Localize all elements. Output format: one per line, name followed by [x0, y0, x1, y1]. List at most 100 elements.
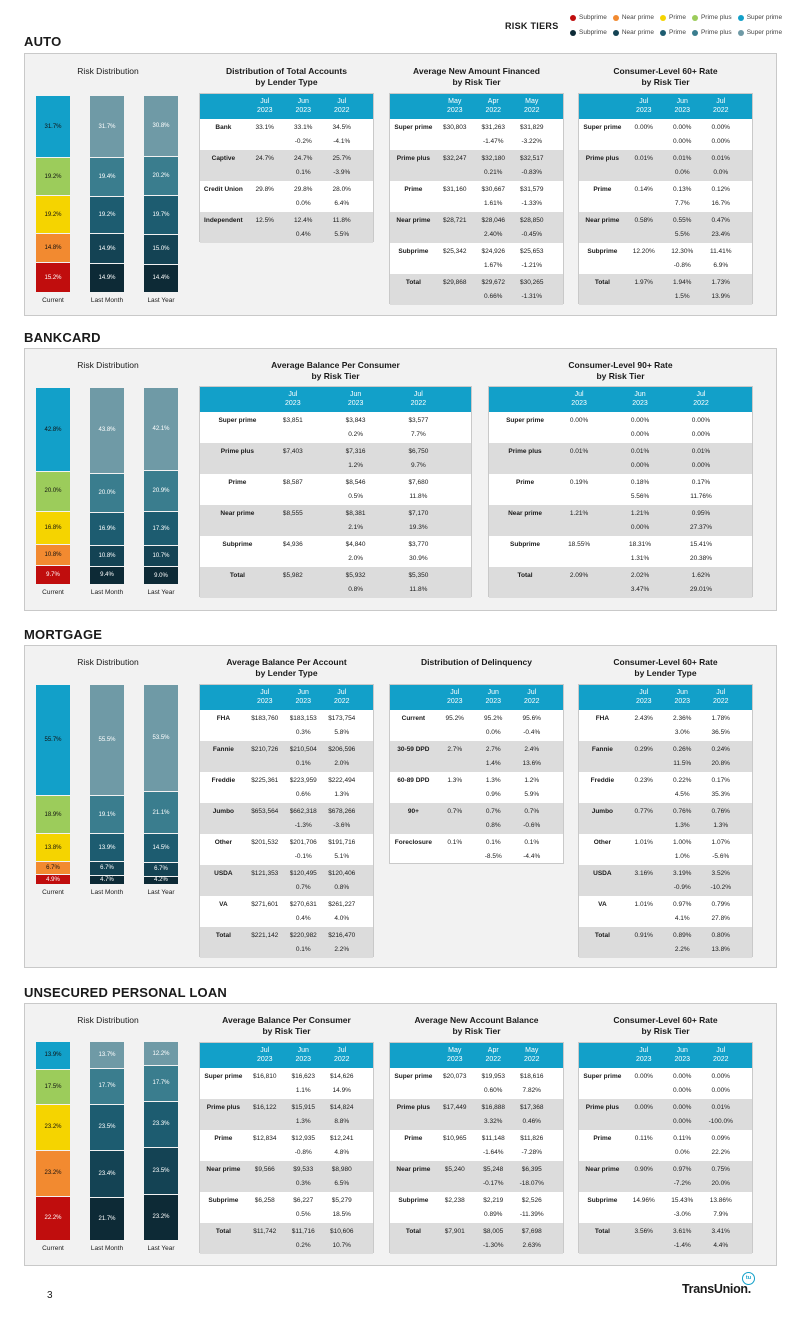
- table-row: Near prime $5,240 $5,248 $6,395 -0.17% -18.07…: [390, 1161, 563, 1192]
- cell-change: 36.5%: [711, 729, 730, 736]
- row-label: USDA: [214, 870, 233, 877]
- cell-change: 1.2%: [348, 462, 364, 469]
- legend-label: Super prime: [746, 14, 783, 21]
- cell-value: 0.00%: [711, 124, 730, 131]
- risk-segment: 31.7%: [90, 96, 124, 158]
- row-label: Super prime: [218, 417, 257, 424]
- data-table: May 2023 Apr 2022 May 2022 Super prime $30,8…: [389, 93, 564, 305]
- cell-value: 0.00%: [634, 1073, 653, 1080]
- cell-change: 1.3%: [674, 822, 690, 829]
- risk-segment: 19.7%: [144, 196, 178, 235]
- risk-segment: 4.9%: [36, 875, 70, 884]
- table-header: Jul 2023 Jun 2023 Jul 2022: [579, 94, 752, 119]
- risk-segment: 16.8%: [36, 511, 70, 544]
- cell-value: $31,160: [443, 186, 467, 193]
- cell-value: 3.19%: [673, 870, 692, 877]
- cell-value: 0.12%: [711, 186, 730, 193]
- legend-title: RISK TIERS: [505, 21, 559, 31]
- cell-change: 0.5%: [348, 493, 364, 500]
- risk-segment: 13.9%: [36, 1042, 70, 1069]
- cell-change: 0.0%: [295, 200, 311, 207]
- risk-segment: 20.9%: [144, 470, 178, 512]
- cell-value: 0.22%: [673, 777, 692, 784]
- cell-value: $5,248: [483, 1166, 504, 1173]
- risk-segment: 10.8%: [90, 545, 124, 566]
- row-label: Total: [517, 572, 533, 579]
- cell-value: 1.73%: [711, 279, 730, 286]
- table-row: Freddie 0.23% 0.22% 0.17% 4.5% 35.3%: [579, 772, 752, 803]
- cell-value: $6,395: [521, 1166, 542, 1173]
- legend-item-prime: Prime: [659, 14, 686, 21]
- cell-change: -0.8%: [673, 262, 691, 269]
- legend-label: Super prime: [746, 29, 783, 36]
- cell-value: 0.26%: [673, 746, 692, 753]
- cell-value: 14.96%: [632, 1197, 655, 1204]
- risk-stack-label: Last Year: [147, 589, 175, 596]
- cell-change: 5.9%: [524, 791, 540, 798]
- data-table: May 2023 Apr 2022 May 2022 Super prime $20,0…: [389, 1042, 564, 1254]
- cell-value: $120,406: [328, 870, 356, 877]
- legend-label: Prime plus: [700, 14, 732, 21]
- cell-value: 15.43%: [671, 1197, 694, 1204]
- risk-stack-label: Last Month: [90, 1245, 124, 1252]
- row-label: USDA: [593, 870, 612, 877]
- risk-stack-last-month: 21.7% 23.4% 23.5% 17.7% 13.7%: [90, 1041, 124, 1240]
- cell-value: 24.7%: [294, 155, 313, 162]
- cell-value: $191,716: [328, 839, 356, 846]
- cell-value: 95.6%: [522, 715, 541, 722]
- cell-value: 0.17%: [711, 777, 730, 784]
- column-header: Apr 2022: [485, 98, 502, 114]
- cell-value: $653,564: [251, 808, 279, 815]
- column-header: Jul 2023: [635, 689, 652, 705]
- cell-change: -4.1%: [333, 138, 351, 145]
- cell-value: 0.00%: [711, 1073, 730, 1080]
- row-label: Fannie: [212, 746, 234, 753]
- column-header: Jul 2022: [333, 98, 350, 114]
- cell-value: 28.0%: [332, 186, 351, 193]
- cell-value: 12.30%: [671, 248, 694, 255]
- table-title: Average Balance Per Consumer by Risk Tie…: [271, 360, 400, 381]
- cell-change: 9.7%: [410, 462, 426, 469]
- cell-value: $7,698: [521, 1228, 542, 1235]
- cell-change: 35.3%: [711, 791, 730, 798]
- cell-value: 1.2%: [524, 777, 540, 784]
- cell-change: 3.0%: [674, 729, 690, 736]
- cell-value: $16,888: [481, 1104, 506, 1111]
- table-row: Subprime 14.96% 15.43% 13.86% -3.0% 7.9%: [579, 1192, 752, 1223]
- legend-item-prime-plus: Prime plus: [691, 14, 732, 21]
- cell-value: $6,258: [254, 1197, 275, 1204]
- table-row: Prime plus $7,403 $7,316 $6,750 1.2% 9.7%: [200, 443, 471, 474]
- cell-value: 0.97%: [673, 1166, 692, 1173]
- cell-change: -1.4%: [673, 1242, 691, 1249]
- table-row: Credit Union 29.8% 29.8% 28.0% 0.0% 6.4%: [200, 181, 373, 212]
- table-row: FHA $183,760 $183,153 $173,754 0.3% 5.8%: [200, 710, 373, 741]
- cell-change: 2.2%: [334, 946, 350, 953]
- table-title: Distribution of Delinquency: [421, 657, 532, 667]
- cell-change: 1.0%: [674, 853, 690, 860]
- cell-change: 1.61%: [484, 200, 503, 207]
- legend-label: Near prime: [621, 29, 654, 36]
- risk-distribution-title: Risk Distribution: [77, 360, 139, 370]
- risk-segment: 14.9%: [90, 263, 124, 292]
- row-label: Prime: [404, 1135, 423, 1142]
- table-row: Super prime $30,803 $31,263 $31,829 -1.47% -3…: [390, 119, 563, 150]
- table-row: Prime plus $32,247 $32,180 $32,517 0.21% -0.8…: [390, 150, 563, 181]
- table-row: Near prime $28,721 $28,046 $28,850 2.40% -0.4…: [390, 212, 563, 243]
- cell-change: 29.01%: [689, 586, 713, 593]
- data-table: Jul 2023 Jun 2023 Jul 2022 Current 95.2% 95.2…: [389, 684, 564, 864]
- row-label: Prime: [593, 1135, 612, 1142]
- cell-value: 1.01%: [634, 901, 653, 908]
- row-label: Captive: [211, 155, 236, 162]
- cell-value: $678,266: [328, 808, 356, 815]
- cell-value: $28,046: [481, 217, 506, 224]
- risk-stack-last-month: 9.4% 10.8% 16.9% 20.0% 43.8%: [90, 387, 124, 584]
- row-label: Prime: [228, 479, 247, 486]
- row-label: Credit Union: [203, 186, 243, 193]
- data-table: Jul 2023 Jun 2023 Jul 2022 Super prime 0.00%…: [578, 93, 753, 305]
- risk-segment: 21.7%: [90, 1197, 124, 1240]
- cell-value: $4,936: [282, 541, 303, 548]
- cell-value: 3.41%: [711, 1228, 730, 1235]
- cell-value: $7,680: [408, 479, 429, 486]
- cell-value: 0.01%: [673, 155, 692, 162]
- table-row: 60-89 DPD 1.3% 1.3% 1.2% 0.9% 5.9%: [390, 772, 563, 803]
